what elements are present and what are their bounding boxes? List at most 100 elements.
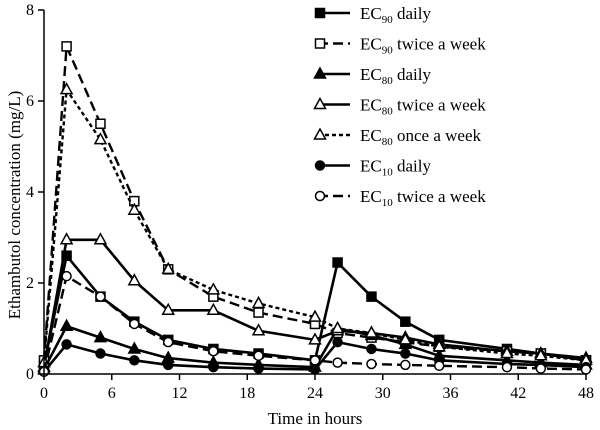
data-point bbox=[251, 323, 266, 336]
legend-label: EC10 twice a week bbox=[360, 187, 486, 209]
legend-label-rest: twice a week bbox=[393, 35, 486, 54]
x-axis-title: Time in hours bbox=[268, 409, 363, 428]
legend-label-rest: twice a week bbox=[393, 96, 486, 115]
x-tick-label: 12 bbox=[172, 385, 188, 402]
data-point bbox=[251, 295, 266, 309]
data-point bbox=[330, 320, 345, 334]
legend-label-rest: daily bbox=[393, 65, 432, 84]
data-point bbox=[501, 361, 513, 373]
data-point bbox=[332, 357, 343, 368]
data-point bbox=[400, 359, 411, 371]
data-point bbox=[433, 360, 445, 372]
data-point bbox=[61, 41, 72, 52]
data-point bbox=[366, 358, 377, 370]
data-point bbox=[129, 355, 140, 366]
x-tick-label: 48 bbox=[578, 385, 594, 402]
data-point bbox=[59, 82, 74, 95]
legend-label: EC90 twice a week bbox=[360, 35, 486, 57]
x-tick-label: 6 bbox=[108, 385, 116, 402]
legend-label-rest: daily bbox=[393, 157, 432, 176]
legend-item: EC80 daily bbox=[313, 65, 431, 87]
legend-marker bbox=[314, 7, 326, 19]
data-point bbox=[127, 202, 142, 215]
data-point bbox=[93, 330, 108, 343]
data-point bbox=[59, 318, 74, 331]
y-tick-label: 0 bbox=[26, 366, 34, 383]
x-tick-label: 30 bbox=[375, 385, 391, 402]
legend-label-base: EC bbox=[360, 4, 382, 23]
legend-label-subscript: 10 bbox=[382, 167, 394, 179]
data-point bbox=[309, 355, 321, 366]
data-point bbox=[332, 257, 343, 268]
data-point bbox=[500, 345, 514, 359]
legend-label: EC90 daily bbox=[360, 4, 431, 26]
legend-item: EC80 once a week bbox=[313, 126, 481, 148]
data-point bbox=[61, 339, 72, 350]
legend-label-subscript: 80 bbox=[382, 136, 394, 148]
legend-label: EC10 daily bbox=[360, 157, 431, 179]
data-point bbox=[161, 261, 175, 275]
data-point bbox=[162, 359, 174, 371]
data-point bbox=[95, 291, 106, 302]
y-axis-title: Ethambutol concentration (mg/L) bbox=[5, 91, 24, 320]
legend-label-subscript: 10 bbox=[382, 197, 394, 209]
data-point bbox=[253, 350, 264, 362]
series-line bbox=[42, 88, 587, 363]
legend-label-base: EC bbox=[360, 65, 382, 84]
x-tick-label: 18 bbox=[239, 385, 255, 402]
legend-label-rest: daily bbox=[393, 4, 432, 23]
legend-label: EC80 twice a week bbox=[360, 96, 486, 118]
x-tick-label: 0 bbox=[40, 385, 48, 402]
x-tick-label: 42 bbox=[510, 385, 526, 402]
legend-label-base: EC bbox=[360, 157, 382, 176]
data-point bbox=[95, 118, 106, 129]
legend-item: EC90 twice a week bbox=[314, 35, 486, 57]
legend-item: EC80 twice a week bbox=[313, 96, 486, 118]
legend-label-rest: twice a week bbox=[393, 187, 486, 206]
legend-label-subscript: 80 bbox=[382, 106, 394, 118]
data-point bbox=[206, 302, 221, 316]
legend-label-subscript: 80 bbox=[382, 75, 394, 87]
legend-label-subscript: 90 bbox=[382, 45, 394, 57]
legend-item: EC10 daily bbox=[314, 157, 431, 179]
data-point bbox=[127, 273, 142, 286]
data-point bbox=[398, 332, 413, 345]
data-point bbox=[208, 346, 219, 357]
legend-label: EC80 daily bbox=[360, 65, 431, 87]
legend-item: EC10 twice a week bbox=[314, 187, 486, 209]
data-point bbox=[162, 336, 174, 348]
legend-marker bbox=[314, 190, 326, 202]
legend-label-rest: once a week bbox=[393, 126, 482, 145]
data-point bbox=[332, 336, 343, 348]
data-point bbox=[161, 302, 175, 316]
legend-label: EC80 once a week bbox=[360, 126, 481, 148]
data-point bbox=[59, 232, 74, 245]
legend-marker bbox=[313, 66, 327, 79]
data-point bbox=[535, 363, 547, 374]
data-point bbox=[95, 348, 106, 359]
legend-label-subscript: 90 bbox=[382, 14, 394, 26]
data-point bbox=[432, 339, 446, 352]
legend-label-base: EC bbox=[360, 35, 382, 54]
legend-label-base: EC bbox=[360, 187, 382, 206]
data-point bbox=[308, 309, 322, 322]
legend-marker bbox=[313, 127, 327, 140]
data-point bbox=[364, 325, 379, 338]
y-tick-label: 2 bbox=[26, 275, 34, 292]
data-point bbox=[580, 364, 592, 375]
series-7 bbox=[38, 270, 592, 377]
legend-item: EC90 daily bbox=[314, 4, 431, 26]
legend-label-base: EC bbox=[360, 96, 382, 115]
legend-label-base: EC bbox=[360, 126, 382, 145]
data-point bbox=[93, 132, 108, 145]
y-tick-label: 4 bbox=[26, 184, 34, 201]
data-point bbox=[253, 307, 264, 318]
data-point bbox=[309, 364, 321, 375]
data-point bbox=[400, 348, 411, 359]
legend-marker bbox=[314, 160, 326, 171]
data-point bbox=[61, 250, 72, 261]
data-point bbox=[127, 341, 142, 354]
